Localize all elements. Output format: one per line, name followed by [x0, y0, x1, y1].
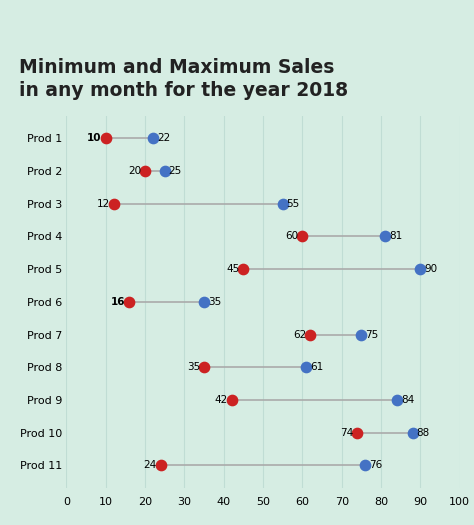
Text: 42: 42 [214, 395, 228, 405]
Point [299, 232, 306, 240]
Text: 20: 20 [128, 166, 141, 176]
Text: 88: 88 [417, 428, 430, 438]
Point [239, 265, 247, 274]
Point [307, 330, 314, 339]
Point [200, 298, 208, 306]
Point [157, 461, 164, 469]
Text: 22: 22 [157, 133, 170, 143]
Point [417, 265, 424, 274]
Point [354, 428, 361, 437]
Point [126, 298, 133, 306]
Point [110, 200, 118, 208]
Text: 74: 74 [340, 428, 354, 438]
Text: 35: 35 [187, 362, 200, 372]
Point [149, 134, 157, 143]
Text: 61: 61 [310, 362, 324, 372]
Point [409, 428, 416, 437]
Text: 55: 55 [287, 199, 300, 209]
Text: 24: 24 [144, 460, 157, 470]
Text: 81: 81 [389, 232, 402, 242]
Point [141, 167, 149, 175]
Text: 90: 90 [424, 264, 438, 274]
Point [381, 232, 389, 240]
Text: 12: 12 [96, 199, 109, 209]
Text: 60: 60 [285, 232, 299, 242]
Point [228, 396, 236, 404]
Point [102, 134, 109, 143]
Point [302, 363, 310, 372]
Point [362, 461, 369, 469]
Text: 35: 35 [208, 297, 221, 307]
Point [161, 167, 168, 175]
Point [279, 200, 286, 208]
Text: 10: 10 [87, 133, 102, 143]
Text: 16: 16 [111, 297, 125, 307]
Text: 45: 45 [226, 264, 239, 274]
Text: 84: 84 [401, 395, 414, 405]
Title: Minimum and Maximum Sales
in any month for the year 2018: Minimum and Maximum Sales in any month f… [19, 58, 348, 100]
Text: 25: 25 [169, 166, 182, 176]
Point [357, 330, 365, 339]
Text: 62: 62 [293, 330, 306, 340]
Text: 76: 76 [369, 460, 383, 470]
Point [393, 396, 401, 404]
Text: 75: 75 [365, 330, 379, 340]
Point [200, 363, 208, 372]
